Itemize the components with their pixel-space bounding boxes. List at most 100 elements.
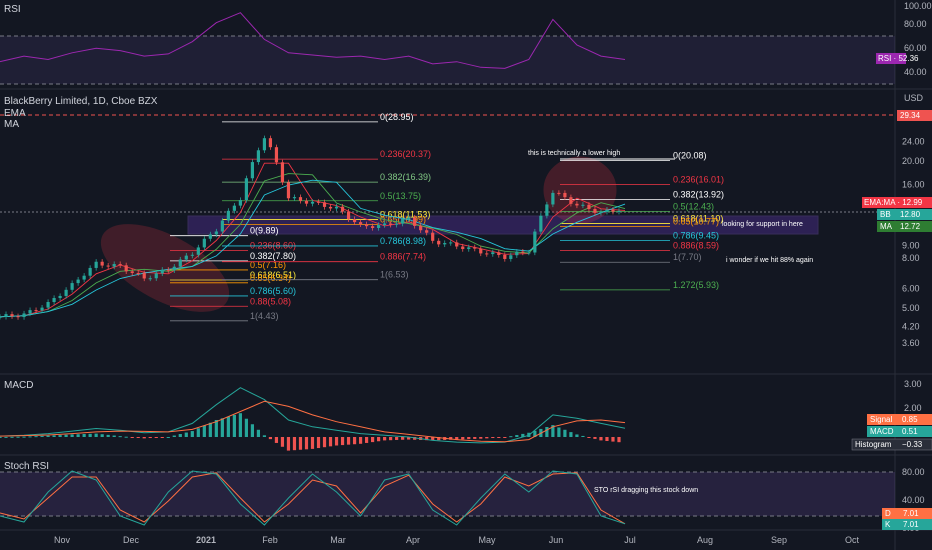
candle-body [64, 289, 68, 296]
macd-histogram-bar [124, 436, 128, 438]
candle-body [154, 273, 158, 279]
price-axis-tick: 5.00 [902, 303, 920, 313]
candle-body [136, 272, 140, 274]
fib-level-label: 1(4.43) [250, 311, 279, 321]
candle-body [208, 234, 212, 239]
fib-level-label: 0.786(5.60) [250, 286, 296, 296]
accumulation-ellipse [100, 224, 230, 312]
fib-level-label: 0.5(12.43) [673, 201, 714, 211]
candle-body [437, 240, 441, 245]
macd-axis-tick: 3.00 [904, 379, 922, 389]
macd-histogram-bar [461, 437, 465, 440]
macd-histogram-bar [268, 437, 273, 440]
macd-histogram-bar [328, 437, 333, 447]
candle-body [232, 205, 236, 211]
candle-body [34, 310, 38, 312]
macd-histogram-bar [605, 437, 609, 441]
currency-label: USD [904, 93, 924, 103]
rsi-axis-tick: 40.00 [904, 67, 927, 77]
macd-histogram-bar [431, 437, 435, 441]
macd-histogram-bar [370, 437, 375, 443]
candle-body [16, 316, 20, 318]
rsi-line [0, 12, 626, 69]
candle-body [4, 314, 8, 317]
candle-body [557, 192, 561, 194]
macd-histogram-bar [136, 437, 140, 438]
macd-histogram-bar [208, 422, 212, 437]
macd-histogram-bar [118, 436, 122, 438]
candle-body [340, 206, 345, 212]
time-axis-tick: Oct [845, 535, 860, 545]
candle-body [617, 210, 621, 212]
fib-level-label: 0.886(8.59) [673, 241, 719, 251]
candle-body [389, 223, 393, 225]
price-axis-tick: 4.20 [902, 321, 920, 331]
macd-histogram-bar [82, 434, 86, 437]
macd-histogram-bar [401, 437, 405, 440]
macd-histogram-bar [316, 437, 321, 449]
macd-histogram-bar [310, 437, 315, 449]
fib-level-label: 0.5(7.16) [250, 260, 286, 270]
time-axis-tick: Sep [771, 535, 787, 545]
candle-body [292, 197, 297, 199]
candle-body [383, 223, 387, 226]
macd-histogram-bar [563, 429, 567, 437]
macd-histogram-bar [232, 414, 236, 437]
time-axis-tick: May [478, 535, 496, 545]
macd-histogram-bar [244, 418, 248, 437]
fib-level-label: 0.65(6.34) [250, 273, 291, 283]
ma-label: MA [4, 119, 19, 130]
candle-body [407, 217, 411, 219]
candle-body [497, 252, 501, 255]
candle-body [316, 201, 321, 203]
fib-level-label: 0.382(16.39) [380, 172, 431, 182]
candle-body [256, 150, 261, 163]
macd-histogram-bar [509, 436, 513, 438]
candle-body [352, 219, 357, 223]
macd-histogram-bar [503, 437, 507, 438]
macd-histogram-bar [28, 436, 32, 438]
candle-body [587, 204, 591, 209]
candle-body [449, 242, 453, 244]
fib-level-label: 0.618(11.53) [380, 209, 430, 219]
macd-histogram-bar [4, 436, 8, 438]
wonder-note: i wonder if we hit 88% again [726, 257, 813, 264]
candle-body [118, 264, 122, 266]
candle-body [70, 283, 74, 290]
fib-level-label: 1(7.70) [673, 252, 702, 262]
macd-histogram-bar [455, 437, 459, 440]
candle-body [328, 206, 333, 209]
macd-histogram-bar [22, 436, 26, 438]
ema-ma-badge: EMA:MA · 12.99 [862, 197, 932, 208]
price-axis-tick: 6.00 [902, 284, 920, 294]
moving-averages [0, 162, 626, 318]
moving-average-line [0, 173, 626, 318]
macd-histogram-bar [467, 437, 471, 440]
macd-histogram-bar [515, 435, 519, 437]
lower-high-note: this is technically a lower high [528, 150, 620, 157]
macd-histogram-bar [521, 433, 525, 437]
svg-text:Signal: Signal [870, 415, 892, 424]
stoch-rsi-lines [0, 470, 626, 526]
candle-body [226, 210, 230, 221]
macd-histogram-bar [545, 427, 549, 437]
macd-histogram-bar [533, 430, 537, 437]
macd-histogram-bar [280, 437, 285, 447]
macd-histogram-bar [551, 425, 555, 437]
rsi-path [0, 12, 626, 69]
candle-body [419, 225, 423, 231]
macd-histogram-bar [449, 437, 453, 440]
ma-badge: MA 12.72 [877, 221, 932, 232]
support-zone [187, 215, 819, 235]
candle-body [431, 232, 435, 241]
macd-histogram-bar [485, 437, 489, 439]
candle-body [286, 182, 291, 199]
candle-body [10, 314, 14, 317]
rsi-axis-tick: 100.00 [904, 1, 932, 11]
moving-average-line [0, 179, 626, 318]
svg-text:12.72: 12.72 [900, 222, 921, 231]
stoch-k-line [0, 470, 626, 526]
macd-histogram-bar [364, 437, 369, 443]
candle-body [76, 279, 80, 284]
